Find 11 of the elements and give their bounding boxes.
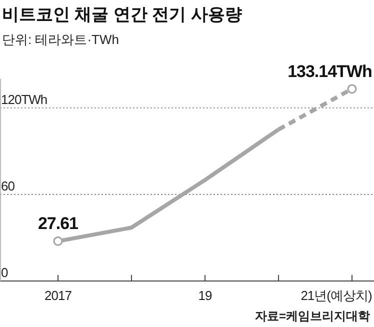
x-tick-label: 19	[198, 288, 212, 303]
x-tick-label: 21년(예상치)	[300, 288, 372, 303]
y-tick-label: 120TWh	[1, 92, 48, 107]
data-label: 133.14TWh	[288, 62, 372, 81]
data-label: 27.61	[38, 214, 78, 234]
y-tick-label: 60	[1, 178, 15, 194]
chart-subtitle: 단위: 테라와트·TWh	[2, 32, 119, 47]
x-tick-label: 2017	[44, 288, 72, 303]
y-tick-label: 0	[1, 265, 8, 280]
text: 자료=케임브리지대학	[254, 309, 370, 323]
chart-title: 비트코인 채굴 연간 전기 사용량	[2, 5, 242, 24]
